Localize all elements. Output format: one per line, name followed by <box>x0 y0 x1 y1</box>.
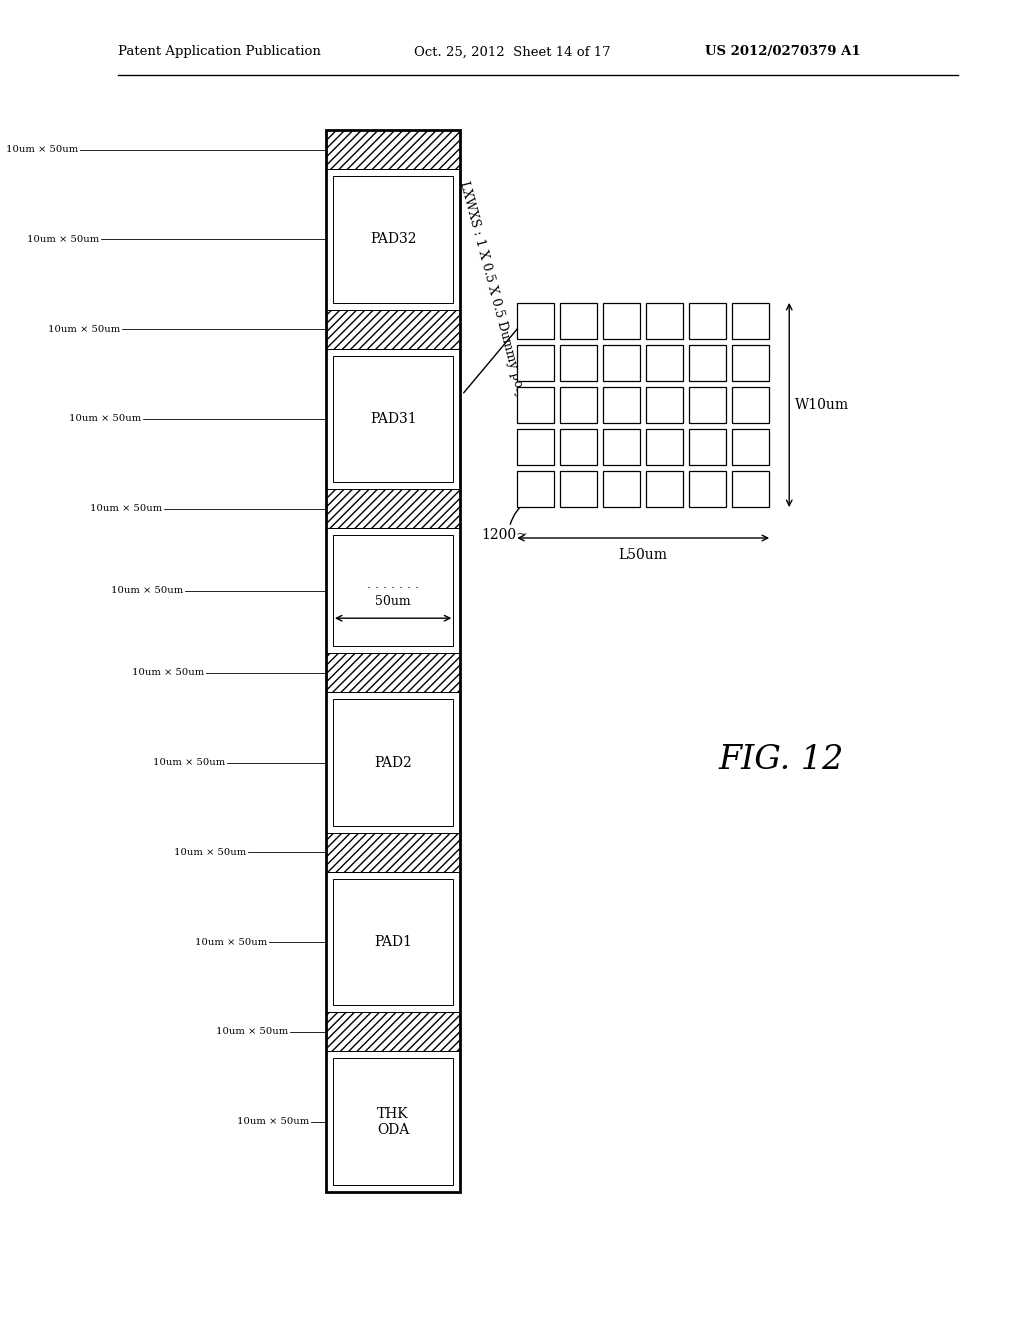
Text: 10um × 50um: 10um × 50um <box>90 504 162 513</box>
Bar <box>327 833 460 871</box>
Text: US 2012/0270379 A1: US 2012/0270379 A1 <box>706 45 861 58</box>
Text: Patent Application Publication: Patent Application Publication <box>118 45 322 58</box>
Bar <box>732 471 769 507</box>
Text: PAD31: PAD31 <box>370 412 417 426</box>
Bar <box>603 304 640 339</box>
Bar <box>646 387 683 422</box>
Bar <box>689 304 726 339</box>
Bar <box>603 429 640 465</box>
Text: 10um × 50um: 10um × 50um <box>6 145 78 154</box>
Text: 10um × 50um: 10um × 50um <box>237 1117 309 1126</box>
Text: . . . . . . .: . . . . . . . <box>368 578 419 591</box>
Bar <box>560 471 597 507</box>
Bar <box>327 348 460 490</box>
Bar <box>689 429 726 465</box>
Bar <box>646 304 683 339</box>
Text: L50um: L50um <box>618 548 668 562</box>
Bar <box>560 387 597 422</box>
Bar <box>327 310 460 348</box>
Text: 1200~: 1200~ <box>481 528 527 543</box>
Text: 10um × 50um: 10um × 50um <box>27 235 99 244</box>
Bar <box>327 129 460 1192</box>
Bar <box>517 471 554 507</box>
Text: 10um × 50um: 10um × 50um <box>216 1027 288 1036</box>
Bar <box>689 345 726 381</box>
Text: PAD32: PAD32 <box>370 232 417 247</box>
Bar <box>333 176 454 302</box>
Bar <box>732 345 769 381</box>
Bar <box>560 304 597 339</box>
Bar <box>327 490 460 528</box>
Text: 10um × 50um: 10um × 50um <box>195 937 267 946</box>
Bar <box>517 387 554 422</box>
Text: PAD2: PAD2 <box>374 755 412 770</box>
Bar <box>646 429 683 465</box>
Bar <box>333 700 454 826</box>
Bar <box>560 345 597 381</box>
Bar <box>517 429 554 465</box>
Bar <box>603 345 640 381</box>
Bar <box>333 879 454 1006</box>
Bar <box>333 1059 454 1185</box>
Bar <box>327 528 460 653</box>
Bar <box>603 387 640 422</box>
Bar <box>732 387 769 422</box>
Bar <box>517 304 554 339</box>
Bar <box>517 345 554 381</box>
Bar <box>646 471 683 507</box>
Text: 10um × 50um: 10um × 50um <box>174 847 246 857</box>
Text: 10um × 50um: 10um × 50um <box>132 668 204 677</box>
Bar <box>603 471 640 507</box>
Bar <box>560 429 597 465</box>
Bar <box>689 471 726 507</box>
Bar <box>732 429 769 465</box>
Text: PAD1: PAD1 <box>374 935 412 949</box>
Text: W10um: W10um <box>795 399 849 412</box>
Bar <box>327 871 460 1012</box>
Bar <box>327 169 460 310</box>
Bar <box>327 129 460 169</box>
Bar <box>689 387 726 422</box>
Bar <box>327 1012 460 1052</box>
Text: 10um × 50um: 10um × 50um <box>153 758 225 767</box>
Text: THK
ODA: THK ODA <box>377 1106 410 1137</box>
Text: 10um × 50um: 10um × 50um <box>69 414 141 424</box>
Bar <box>327 1052 460 1192</box>
Bar <box>646 345 683 381</box>
Bar <box>327 692 460 833</box>
Text: 50um: 50um <box>376 595 411 609</box>
Bar <box>333 355 454 482</box>
Text: 10um × 50um: 10um × 50um <box>111 586 183 595</box>
Text: Oct. 25, 2012  Sheet 14 of 17: Oct. 25, 2012 Sheet 14 of 17 <box>414 45 610 58</box>
Bar <box>732 304 769 339</box>
Text: FIG. 12: FIG. 12 <box>719 744 844 776</box>
Text: 10um × 50um: 10um × 50um <box>48 325 120 334</box>
Bar <box>327 653 460 692</box>
Bar <box>333 535 454 647</box>
Text: LXWXS : 1 X 0.5 X 0.5 Dummy poly: LXWXS : 1 X 0.5 X 0.5 Dummy poly <box>457 180 527 400</box>
